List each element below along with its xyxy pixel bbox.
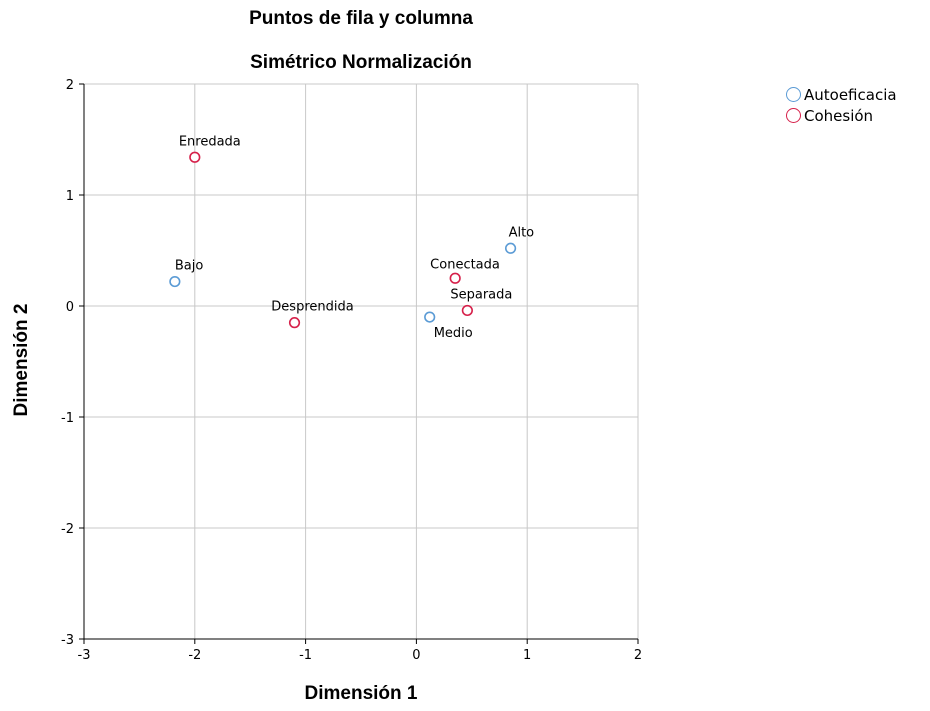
y-tick-label: -3: [61, 633, 74, 648]
legend-item-cohesion: Cohesión: [786, 105, 897, 126]
point-separada: [461, 304, 473, 317]
point-label-enredada: Enredada: [179, 134, 241, 149]
x-tick-label: 0: [412, 648, 420, 663]
legend-label-autoeficacia: Autoeficacia: [804, 85, 897, 104]
legend-label-cohesion: Cohesión: [804, 106, 874, 125]
chart-title: Puntos de fila y columna: [249, 8, 473, 29]
legend-item-autoeficacia: Autoeficacia: [786, 84, 897, 105]
x-tick-label: 1: [523, 648, 531, 663]
legend-swatch-cohesion: [786, 108, 801, 123]
legend: Autoeficacia Cohesión: [786, 84, 897, 126]
point-desprendida: [288, 317, 301, 329]
point-label-bajo: Bajo: [175, 259, 203, 274]
point-label-separada: Separada: [450, 287, 512, 302]
chart-subtitle: Simétrico Normalización: [250, 52, 472, 73]
point-alto: [504, 242, 517, 254]
point-medio: [424, 311, 436, 323]
point-conectada: [449, 272, 461, 284]
y-axis-title: Dimensión 2: [11, 303, 32, 417]
y-tick-label: 2: [66, 78, 74, 93]
x-tick-label: 2: [634, 648, 642, 663]
y-tick-label: -1: [61, 411, 74, 426]
y-tick-label: 1: [66, 189, 74, 204]
point-label-alto: Alto: [509, 225, 535, 240]
point-bajo: [169, 275, 181, 288]
point-enredada: [189, 151, 201, 163]
point-label-desprendida: Desprendida: [271, 300, 353, 315]
x-tick-label: -2: [188, 648, 201, 663]
legend-swatch-autoeficacia: [786, 87, 801, 102]
point-label-conectada: Conectada: [430, 257, 500, 272]
y-tick-label: 0: [66, 300, 74, 315]
point-label-medio: Medio: [434, 326, 473, 341]
y-tick-label: -2: [61, 522, 74, 537]
x-tick-label: -3: [78, 648, 91, 663]
x-tick-label: -1: [299, 648, 312, 663]
x-axis-title: Dimensión 1: [304, 683, 418, 704]
